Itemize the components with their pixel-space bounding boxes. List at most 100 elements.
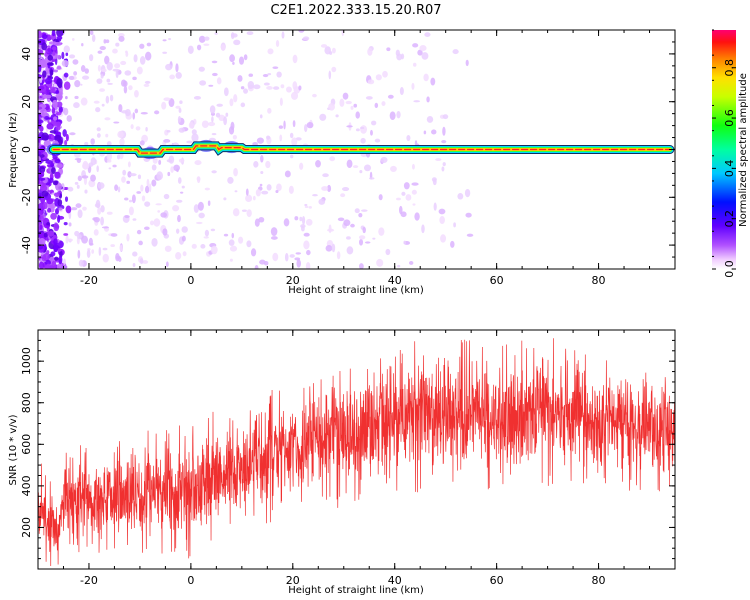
noise-speckle — [305, 261, 311, 269]
noise-speckle — [168, 155, 175, 164]
noise-speckle — [63, 81, 71, 90]
noise-speckle — [345, 100, 352, 105]
noise-speckle — [144, 80, 151, 84]
noise-speckle — [259, 183, 263, 187]
noise-speckle — [52, 99, 58, 109]
noise-speckle — [114, 63, 121, 69]
noise-speckle — [298, 30, 305, 33]
x-tick-label: 80 — [592, 274, 606, 287]
noise-speckle — [52, 50, 56, 56]
noise-speckle — [245, 194, 253, 203]
noise-speckle — [38, 85, 45, 90]
noise-speckle — [319, 113, 327, 121]
noise-speckle — [350, 223, 355, 228]
noise-speckle — [68, 75, 75, 81]
noise-speckle — [412, 203, 416, 206]
noise-speckle — [56, 66, 62, 70]
noise-speckle — [246, 31, 254, 36]
noise-speckle — [255, 188, 261, 197]
noise-speckle — [38, 58, 43, 66]
noise-speckle — [38, 230, 41, 238]
noise-speckle — [134, 89, 139, 98]
noise-speckle — [43, 253, 50, 262]
noise-speckle — [450, 240, 455, 248]
noise-speckle — [304, 124, 308, 133]
noise-speckle — [320, 44, 328, 48]
noise-speckle — [51, 107, 56, 115]
noise-speckle — [130, 124, 134, 130]
noise-speckle — [42, 94, 47, 100]
noise-speckle — [358, 235, 366, 240]
noise-speckle — [50, 69, 54, 76]
noise-speckle — [38, 106, 43, 110]
noise-speckle — [80, 65, 86, 73]
noise-speckle — [103, 39, 107, 44]
noise-speckle — [39, 215, 44, 223]
noise-speckle — [118, 35, 125, 42]
noise-speckle — [153, 218, 161, 227]
noise-speckle — [421, 52, 429, 60]
noise-speckle — [113, 121, 120, 124]
noise-speckle — [303, 240, 310, 250]
noise-speckle — [63, 222, 68, 226]
noise-speckle — [50, 251, 56, 257]
noise-speckle — [93, 229, 99, 236]
noise-speckle — [156, 171, 164, 181]
noise-speckle — [132, 76, 137, 81]
y-tick-label: 200 — [20, 517, 33, 538]
noise-speckle — [69, 132, 76, 136]
noise-speckle — [342, 187, 350, 192]
noise-speckle — [331, 66, 337, 73]
noise-speckle — [157, 210, 161, 213]
noise-speckle — [252, 142, 258, 146]
noise-speckle — [154, 110, 160, 115]
noise-speckle — [51, 30, 56, 37]
noise-speckle — [70, 207, 78, 211]
noise-speckle — [106, 61, 113, 71]
noise-speckle — [39, 166, 46, 174]
noise-speckle — [101, 226, 109, 229]
noise-speckle — [38, 98, 44, 101]
noise-speckle — [260, 170, 264, 175]
noise-speckle — [47, 207, 52, 213]
noise-speckle — [439, 216, 445, 225]
noise-speckle — [294, 216, 299, 221]
noise-speckle — [88, 237, 93, 246]
noise-speckle — [55, 90, 60, 95]
noise-speckle — [67, 238, 73, 242]
noise-speckle — [161, 101, 167, 110]
noise-speckle — [73, 71, 78, 76]
noise-speckle — [272, 66, 279, 70]
noise-speckle — [321, 186, 329, 191]
noise-speckle — [101, 103, 105, 107]
noise-speckle — [312, 93, 317, 98]
noise-speckle — [57, 214, 61, 223]
noise-speckle — [413, 100, 421, 103]
noise-speckle — [423, 73, 429, 82]
x-tick-label: 80 — [592, 574, 606, 587]
noise-speckle — [81, 175, 89, 179]
noise-speckle — [270, 227, 278, 236]
noise-speckle — [65, 96, 68, 100]
x-tick-label: 0 — [187, 574, 194, 587]
noise-speckle — [295, 137, 302, 141]
noise-speckle — [225, 112, 229, 117]
noise-speckle — [395, 49, 400, 57]
noise-speckle — [375, 74, 382, 81]
noise-speckle — [198, 35, 206, 43]
noise-speckle — [110, 233, 118, 237]
spectrogram-y-ticks: -40 -20 0 20 40 — [20, 29, 675, 270]
noise-speckle — [253, 160, 259, 168]
noise-speckle — [120, 60, 127, 66]
noise-speckle — [74, 95, 79, 100]
colorbar-scale — [712, 30, 736, 269]
noise-speckle — [276, 71, 282, 78]
noise-speckle — [95, 107, 101, 113]
noise-speckle — [68, 54, 76, 59]
noise-speckle — [117, 130, 124, 139]
noise-speckle — [193, 204, 199, 213]
noise-speckle — [97, 50, 103, 54]
noise-speckle — [168, 98, 175, 108]
noise-speckle — [101, 68, 107, 73]
